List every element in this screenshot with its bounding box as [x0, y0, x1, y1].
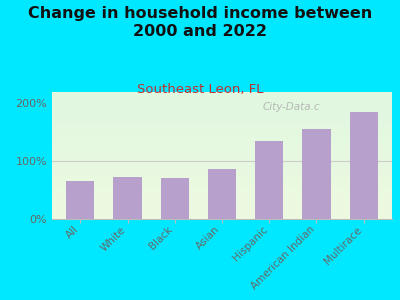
Text: Change in household income between
2000 and 2022: Change in household income between 2000 … — [28, 6, 372, 39]
Bar — [255, 141, 283, 219]
Bar — [350, 112, 378, 219]
Bar — [161, 178, 189, 219]
Text: City-Data.c: City-Data.c — [263, 102, 320, 112]
Text: Southeast Leon, FL: Southeast Leon, FL — [137, 82, 263, 95]
Bar — [208, 169, 236, 219]
Bar — [66, 181, 94, 219]
Bar — [302, 129, 331, 219]
Bar — [113, 177, 142, 219]
